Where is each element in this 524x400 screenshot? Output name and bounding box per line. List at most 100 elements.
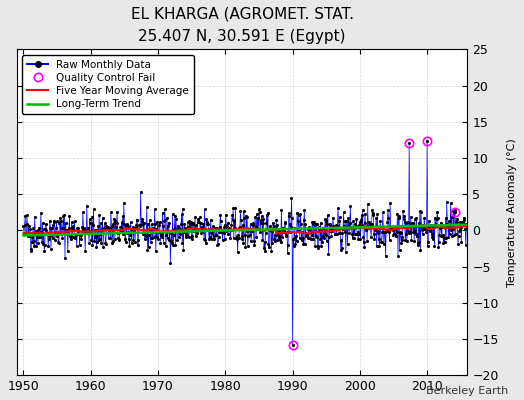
Point: [411, 216, 419, 223]
Point: [357, 212, 366, 219]
Point: [98, 226, 106, 232]
Point: [75, 242, 84, 249]
Point: [403, 238, 411, 244]
Point: [136, 222, 144, 229]
Point: [305, 224, 313, 230]
Point: [347, 224, 355, 231]
Point: [66, 213, 74, 220]
Point: [416, 208, 424, 214]
Point: [188, 236, 196, 242]
Point: [314, 243, 323, 249]
Point: [124, 223, 132, 229]
Point: [333, 223, 342, 230]
Point: [410, 238, 419, 245]
Point: [352, 216, 361, 222]
Point: [459, 220, 467, 226]
Point: [409, 222, 418, 229]
Point: [148, 220, 156, 227]
Point: [238, 236, 246, 242]
Point: [326, 228, 334, 235]
Point: [264, 210, 272, 216]
Point: [461, 226, 470, 232]
Point: [330, 223, 339, 229]
Point: [318, 238, 326, 245]
Point: [45, 236, 53, 242]
Point: [352, 223, 360, 229]
Point: [165, 237, 173, 243]
Point: [424, 239, 432, 246]
Point: [414, 241, 422, 248]
Point: [173, 222, 182, 229]
Point: [325, 220, 334, 227]
Point: [143, 204, 151, 210]
Point: [402, 221, 411, 227]
Point: [280, 229, 288, 235]
Point: [89, 222, 97, 228]
Point: [404, 228, 412, 234]
Point: [425, 227, 434, 234]
Point: [54, 240, 63, 246]
Point: [100, 225, 108, 232]
Point: [57, 218, 66, 224]
Point: [463, 223, 471, 230]
Point: [420, 226, 428, 232]
Point: [38, 239, 46, 245]
Point: [282, 232, 291, 239]
Point: [365, 225, 373, 231]
Point: [203, 221, 212, 227]
Point: [259, 220, 267, 226]
Point: [64, 224, 73, 231]
Point: [101, 220, 109, 226]
Point: [372, 215, 380, 221]
Point: [77, 231, 85, 238]
Point: [119, 200, 128, 206]
Point: [145, 232, 153, 239]
Point: [334, 205, 342, 212]
Point: [24, 233, 32, 240]
Point: [440, 235, 448, 241]
Point: [223, 223, 231, 229]
Point: [328, 228, 336, 234]
Point: [285, 213, 293, 219]
Point: [19, 223, 28, 230]
Point: [128, 224, 137, 230]
Point: [269, 223, 278, 229]
Point: [174, 225, 182, 232]
Y-axis label: Temperature Anomaly (°C): Temperature Anomaly (°C): [507, 138, 517, 287]
Point: [441, 235, 449, 242]
Point: [20, 222, 29, 228]
Point: [347, 224, 356, 230]
Point: [159, 223, 167, 230]
Point: [360, 244, 368, 250]
Point: [292, 237, 301, 244]
Point: [103, 225, 111, 231]
Point: [90, 206, 98, 212]
Point: [348, 231, 356, 237]
Point: [213, 225, 221, 231]
Point: [42, 221, 50, 227]
Point: [194, 216, 202, 222]
Point: [133, 216, 141, 223]
Point: [162, 243, 170, 249]
Point: [108, 221, 117, 228]
Point: [222, 211, 230, 218]
Point: [420, 214, 429, 221]
Point: [299, 235, 307, 242]
Point: [433, 208, 441, 215]
Point: [190, 226, 199, 232]
Point: [256, 217, 265, 223]
Point: [99, 214, 107, 221]
Point: [221, 235, 229, 242]
Point: [253, 211, 261, 217]
Point: [59, 212, 68, 219]
Point: [78, 224, 86, 230]
Point: [366, 224, 375, 230]
Point: [50, 218, 58, 224]
Point: [183, 218, 192, 225]
Point: [361, 211, 369, 217]
Point: [446, 224, 454, 230]
Point: [32, 243, 40, 249]
Point: [210, 235, 219, 242]
Point: [61, 220, 70, 226]
Point: [358, 222, 366, 228]
